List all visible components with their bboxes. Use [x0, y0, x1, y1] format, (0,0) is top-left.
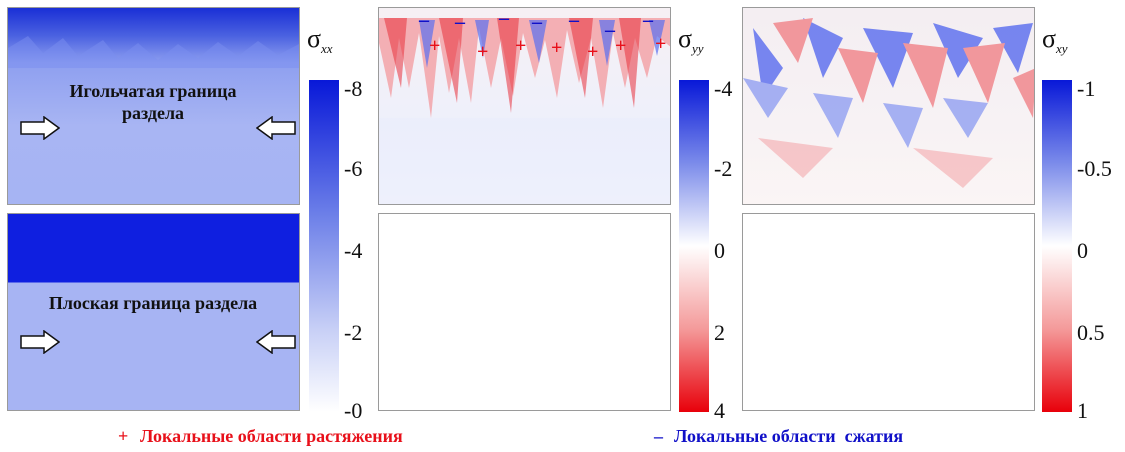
- needle-texture: [8, 36, 299, 68]
- flat-interface-label: Плоская граница раздела: [48, 293, 258, 313]
- legend-tension-text: Локальные области растяжения: [140, 426, 403, 446]
- shear-stress-pattern: [743, 18, 1034, 188]
- colorbar-sxx-title: σxx: [307, 24, 333, 57]
- colorbar-syy-tick: 0: [714, 238, 725, 263]
- tension-marker: +: [515, 35, 527, 57]
- panel-sxx-flat: Плоская граница раздела: [7, 213, 300, 411]
- colorbar-sxx-tick: -2: [344, 320, 363, 345]
- colorbar-syy-title: σyy: [678, 24, 704, 57]
- colorbar-sxx-tick: -4: [344, 238, 363, 263]
- panel-syy-needle: – – – – – – – + + + + + + +: [378, 7, 671, 205]
- compression-marker: –: [532, 11, 542, 33]
- colorbar-sxy-tick: 0.5: [1077, 320, 1105, 345]
- colorbar-syy-tick: -4: [714, 76, 733, 101]
- colorbar-syy: [679, 80, 709, 412]
- legend-tension-symbol: +: [118, 426, 129, 446]
- compression-marker: –: [643, 9, 653, 31]
- colorbar-sxy-tick: -0.5: [1077, 156, 1112, 181]
- legend-compression-text: Локальные области сжатия: [674, 426, 904, 446]
- needle-interface-label: Игольчатая граница раздела: [69, 81, 237, 123]
- tension-marker: +: [587, 41, 599, 63]
- tension-marker: +: [615, 35, 627, 57]
- compression-marker: –: [605, 19, 615, 41]
- needle-stress-pattern: [379, 18, 670, 204]
- panel-sxx-needle: Игольчатая граница раздела: [7, 7, 300, 205]
- colorbar-sxy-tick: 1: [1077, 398, 1088, 423]
- compression-marker: –: [569, 9, 579, 31]
- arrow-left-icon: [256, 330, 296, 354]
- tension-marker: +: [551, 37, 563, 59]
- arrow-left-icon: [256, 116, 296, 140]
- colorbar-sxy-title: σxy: [1042, 24, 1068, 57]
- panel-sxy-needle: [742, 7, 1035, 205]
- tension-marker: +: [429, 35, 441, 57]
- colorbar-sxx: [309, 80, 339, 412]
- panel-syy-flat: [378, 213, 671, 411]
- arrow-right-icon: [20, 116, 60, 140]
- colorbar-sxy-tick: -1: [1077, 76, 1096, 101]
- panel-sxy-flat: [742, 213, 1035, 411]
- tension-marker: +: [655, 33, 667, 55]
- legend-compression-symbol: –: [654, 426, 663, 446]
- colorbar-sxx-tick: -6: [344, 156, 363, 181]
- colorbar-sxx-tick: -0: [344, 398, 363, 423]
- colorbar-sxx-tick: -8: [344, 76, 363, 101]
- colorbar-syy-tick: 2: [714, 320, 725, 345]
- colorbar-syy-tick: 4: [714, 398, 725, 423]
- colorbar-sxy-tick: 0: [1077, 238, 1088, 263]
- arrow-right-icon: [20, 330, 60, 354]
- colorbar-syy-tick: -2: [714, 156, 733, 181]
- colorbar-sxy: [1042, 80, 1072, 412]
- compression-marker: –: [499, 7, 509, 29]
- compression-marker: –: [419, 9, 429, 31]
- compression-marker: –: [455, 11, 465, 33]
- tension-marker: +: [477, 41, 489, 63]
